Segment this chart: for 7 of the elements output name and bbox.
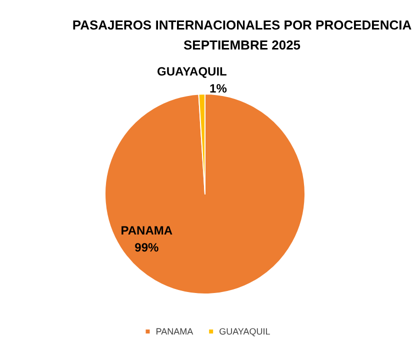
legend-label: GUAYAQUIL <box>219 326 270 336</box>
slice-label: PANAMA <box>120 223 173 238</box>
chart-title: PASAJEROS INTERNACIONALES POR PROCEDENCIA SEPTIEMBRE 2025 <box>72 18 412 52</box>
data-label: 1% <box>210 82 228 96</box>
data-label: 99% <box>134 240 159 254</box>
slice-label: GUAYAQUIL <box>157 64 227 79</box>
legend-label: PANAMA <box>156 326 194 336</box>
